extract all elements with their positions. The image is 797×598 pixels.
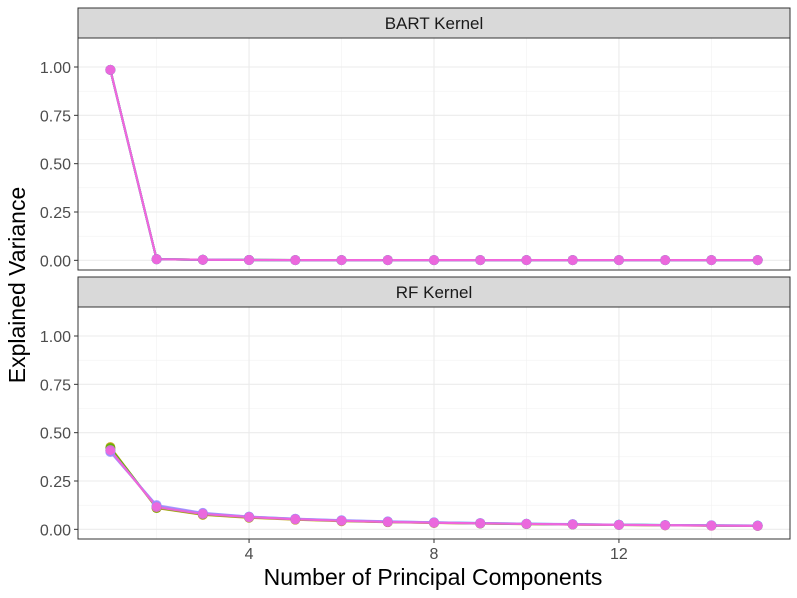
y-tick-label: 0.00 (40, 253, 71, 270)
y-tick-label: 0.50 (40, 426, 71, 443)
data-point (290, 255, 301, 266)
data-point (567, 255, 578, 266)
x-tick-label: 12 (610, 546, 628, 563)
data-point (706, 520, 717, 531)
data-point (197, 254, 208, 265)
data-point (197, 509, 208, 520)
facet-title: BART Kernel (385, 14, 484, 33)
y-tick-label: 0.75 (40, 108, 71, 125)
facet-strip (77, 7, 791, 39)
y-tick-label: 1.00 (40, 329, 71, 346)
x-tick-label: 8 (430, 546, 439, 563)
data-point (660, 255, 671, 266)
facet-title: RF Kernel (396, 283, 473, 302)
data-point (660, 520, 671, 531)
data-point (429, 517, 439, 528)
data-point (336, 255, 347, 266)
data-point (475, 255, 486, 266)
x-axis-title: Number of Principal Components (264, 564, 603, 590)
data-point (151, 254, 162, 265)
data-point (105, 64, 116, 75)
facet-panel: RF Kernel 0.00 0.25 0.50 0.75 1.00 (40, 276, 791, 540)
data-point (752, 520, 763, 531)
y-tick-label: 0.75 (40, 377, 71, 394)
data-point (429, 255, 439, 266)
data-point (613, 255, 624, 266)
data-point (613, 519, 624, 530)
facet-panel: BART Kernel 0.00 0.25 0.50 0.75 1.00 (40, 7, 791, 271)
data-point (290, 514, 301, 525)
data-point (382, 516, 393, 527)
panel-border (77, 37, 791, 271)
facet-strip (77, 276, 791, 308)
data-point (752, 255, 763, 266)
y-tick-label: 0.50 (40, 157, 71, 174)
data-point (336, 515, 347, 526)
data-point (706, 255, 717, 266)
data-point (105, 445, 116, 456)
x-tick-label: 4 (245, 546, 254, 563)
data-point (244, 254, 255, 265)
data-point (151, 502, 162, 513)
data-point (475, 518, 486, 529)
y-axis-title: Explained Variance (4, 187, 30, 383)
y-tick-label: 0.25 (40, 205, 71, 222)
x-axis-ticks: 4 8 12 (245, 539, 628, 563)
data-point (567, 519, 578, 530)
data-point (244, 512, 255, 523)
data-point (521, 518, 532, 529)
data-point (521, 255, 532, 266)
y-tick-label: 1.00 (40, 60, 71, 77)
y-tick-label: 0.00 (40, 522, 71, 539)
y-tick-label: 0.25 (40, 474, 71, 491)
data-point (382, 255, 393, 266)
